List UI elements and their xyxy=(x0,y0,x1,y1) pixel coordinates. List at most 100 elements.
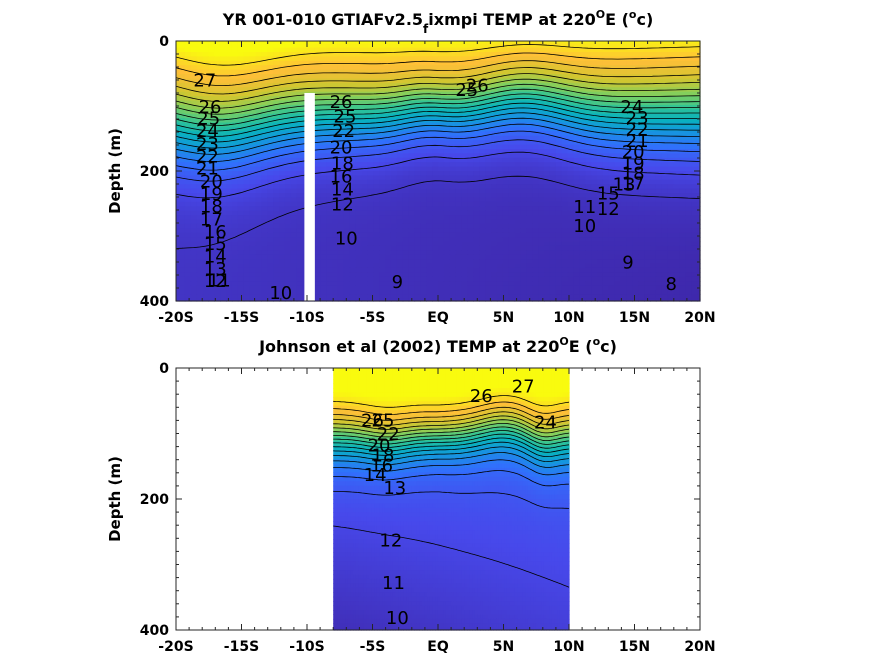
panel1-contour-labels: 2726252423222120191817161514131211102625… xyxy=(193,70,677,304)
panel2-contour-10 xyxy=(333,525,570,588)
panel1-contour-label: 23 xyxy=(196,134,219,155)
panel2-contour-26 xyxy=(333,401,570,415)
panel2-contour-label: 25 xyxy=(372,411,395,432)
panel2-contour-17 xyxy=(333,437,570,453)
panel1-contour-label: 21 xyxy=(626,131,649,152)
panel2-contour-label: 14 xyxy=(364,465,387,486)
panel1-contour-label: 18 xyxy=(622,163,645,184)
panel1-contour-label: 12 xyxy=(597,199,620,220)
panel1-contour-label: 10 xyxy=(269,283,292,304)
panel1-land-mask xyxy=(304,93,315,301)
panel2-contour-14 xyxy=(333,452,570,468)
panel1-y-tick-label: 400 xyxy=(140,294,169,310)
panel1-contour-18 xyxy=(175,98,700,132)
panel1-contour-label: 23 xyxy=(626,108,649,129)
panel2-contour-label: 10 xyxy=(386,608,409,629)
panel1-contour-label: 27 xyxy=(193,70,216,91)
panel2-contour-16 xyxy=(333,441,570,457)
panel1-contour-label: 26 xyxy=(330,92,353,113)
panel2-y-tick-label: 400 xyxy=(140,623,169,639)
panel1-contour-label: 26 xyxy=(466,76,489,97)
panel1-contour-label: 17 xyxy=(200,209,223,230)
panel2-contour-25 xyxy=(333,406,570,421)
panel2-x-tick-label: -10S xyxy=(289,639,324,655)
panel2-contour-15 xyxy=(333,446,570,462)
panel1-x-tick-label: -20S xyxy=(158,310,193,326)
panel1-contour-label: 21 xyxy=(196,159,219,180)
panel2-x-tick-label: 20N xyxy=(684,639,715,655)
panel1-x-tick-label: 20N xyxy=(684,310,715,326)
panel1-contour-16 xyxy=(175,107,701,143)
panel1-contour-12 xyxy=(175,130,701,171)
panel1-contour-label: 25 xyxy=(197,109,220,130)
panel2-y-tick-label: 200 xyxy=(140,492,169,508)
panel1-contour-label: 26 xyxy=(199,97,222,118)
panel1-contour-label: 9 xyxy=(392,272,403,293)
panel1-contour-label: 25 xyxy=(455,80,478,101)
panel1-y-tick-label: 0 xyxy=(159,34,169,50)
panel1-contour-label: 14 xyxy=(204,246,227,267)
panel1-contour-25 xyxy=(175,60,701,86)
panel1-contour-24 xyxy=(175,67,701,95)
panel1-contour-label: 22 xyxy=(332,121,355,142)
panel1-contour-label: 22 xyxy=(196,146,219,167)
panel1-contour-label: 12 xyxy=(204,271,227,292)
panel1-x-tick-label: EQ xyxy=(427,310,449,326)
panel1-contour-label: 13 xyxy=(204,259,227,280)
panel2-contour-24 xyxy=(333,411,570,426)
panel1-contour-label: 11 xyxy=(208,271,231,292)
panel1-contour-label: 24 xyxy=(620,97,643,118)
panel2-x-tick-label: 15N xyxy=(619,639,650,655)
panel2-contour-11 xyxy=(333,491,570,509)
panel1-title: YR 001-010 GTIAFv2.5fixmpi TEMP at 220OE… xyxy=(222,8,654,36)
panel2-x-tick-label: -20S xyxy=(158,639,193,655)
panel1-contour-label: 18 xyxy=(200,196,223,217)
panel2-contour-label: 22 xyxy=(377,424,400,445)
panel2-contour-22 xyxy=(333,419,570,434)
panel1-contour-label: 14 xyxy=(331,180,354,201)
panel1-contour-label: 9 xyxy=(622,252,633,273)
panel2-contour-18 xyxy=(333,433,570,449)
panel1-contour-label: 15 xyxy=(204,234,227,255)
panel1-contour-label: 10 xyxy=(573,216,596,237)
panel1-x-axis: -20S -15S -10S -5S EQ 5N 10N 15N 20N xyxy=(158,41,716,326)
panel1-contour-14 xyxy=(175,117,700,155)
panel2-x-tick-label: -5S xyxy=(360,639,386,655)
panel2-contour-lines xyxy=(333,395,570,588)
panel1-contour-label: 12 xyxy=(331,194,354,215)
panel2-contour-13 xyxy=(333,459,570,476)
panel1-contour-label: 20 xyxy=(200,172,223,193)
panel2-contour-label: 12 xyxy=(379,531,402,552)
panel1-contour-9 xyxy=(175,175,701,249)
panel1-contour-label: 15 xyxy=(597,183,620,204)
panel2-y-axis: 0 200 400 xyxy=(140,361,700,639)
panel2-x-tick-label: EQ xyxy=(427,639,449,655)
panel2-contour-19 xyxy=(333,430,570,445)
panel1-contour-lines xyxy=(175,44,701,249)
panel1-contour-label: 22 xyxy=(626,120,649,141)
panel2-x-axis: -20S -15S -10S -5S EQ 5N 10N 15N 20N xyxy=(158,368,716,655)
panel1-shading xyxy=(176,41,701,302)
panel2-contour-21 xyxy=(333,423,570,438)
panel2-contour-20 xyxy=(333,426,570,441)
panel1-y-tick-label: 200 xyxy=(140,164,169,180)
panel2-x-tick-label: -15S xyxy=(224,639,259,655)
panel1-contour-label: 13 xyxy=(613,174,636,195)
panel1-contour-label: 10 xyxy=(335,228,358,249)
panel1-contour-label: 20 xyxy=(330,137,353,158)
panel1-contour-22 xyxy=(175,78,701,109)
panel1-contour-26 xyxy=(175,52,701,77)
panel2-x-tick-label: 5N xyxy=(493,639,514,655)
panel2-shading xyxy=(333,368,570,631)
panel1-contour-19 xyxy=(175,93,700,126)
panel2-y-axis-label: Depth (m) xyxy=(106,456,124,542)
panel2-contour-label: 16 xyxy=(370,455,393,476)
panel1-contour-label: 20 xyxy=(622,142,645,163)
panel1-contour-21 xyxy=(175,83,701,115)
panel2-contour-label: 18 xyxy=(372,445,395,466)
panel1-contour-label: 24 xyxy=(196,121,219,142)
panel1-x-tick-label: 10N xyxy=(553,310,584,326)
